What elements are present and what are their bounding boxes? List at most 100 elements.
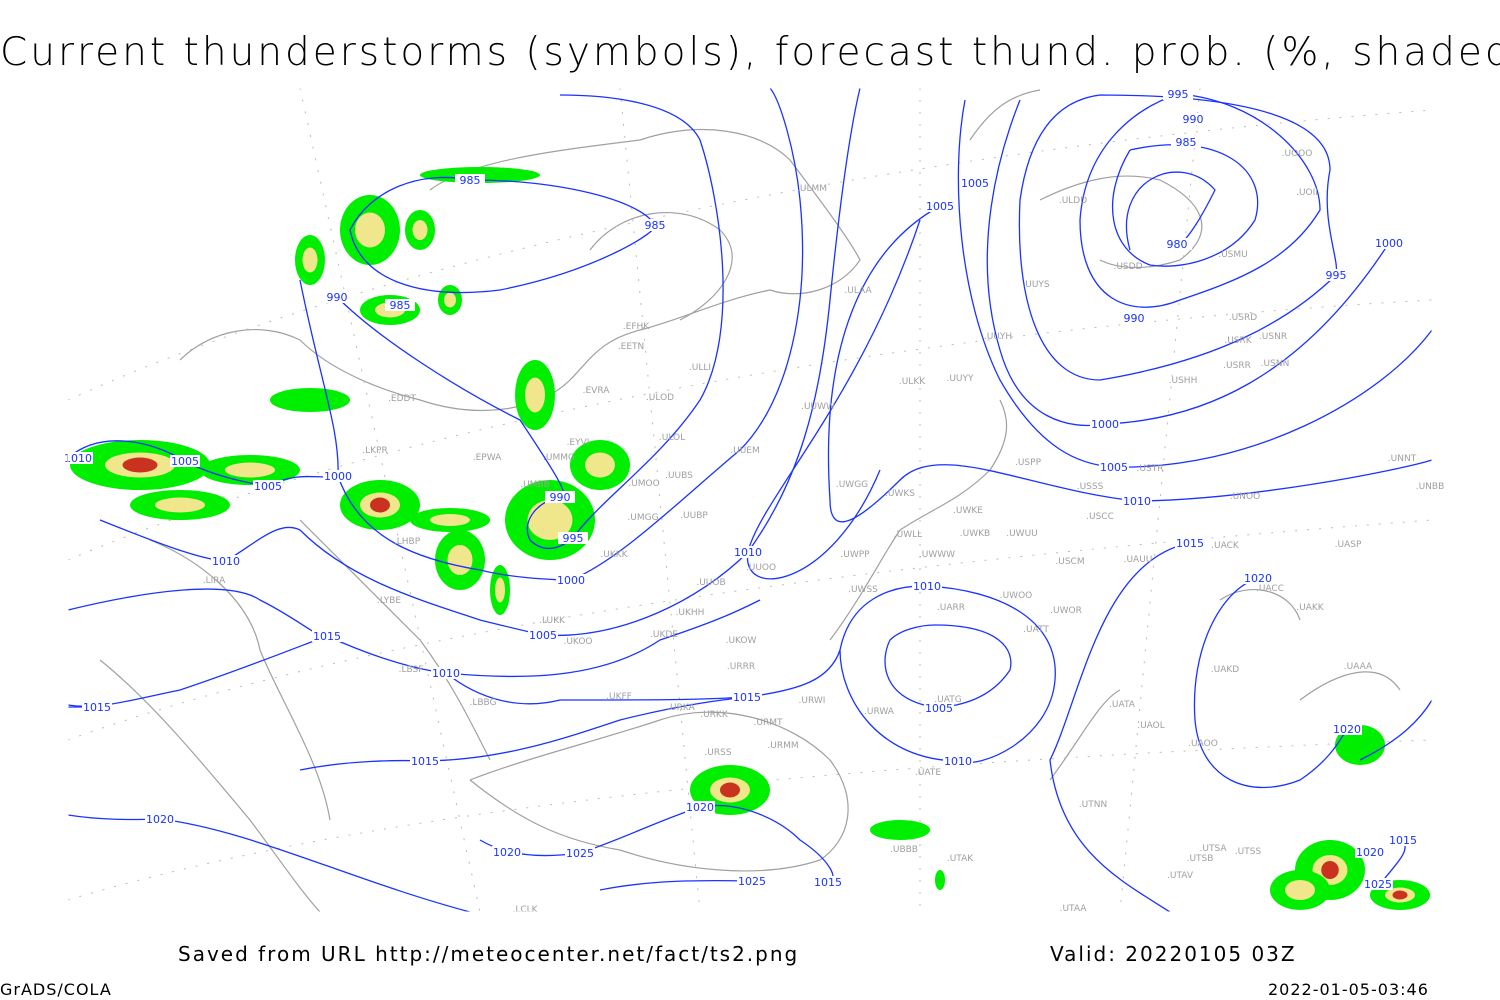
station-label: .UKKK bbox=[600, 550, 628, 560]
station-label: .UKOO bbox=[563, 637, 592, 647]
station-label: .UWSS bbox=[848, 585, 878, 595]
station-label: .LBSF bbox=[399, 665, 424, 675]
isobar-label: 985 bbox=[390, 299, 411, 312]
isobar-label: 1025 bbox=[566, 847, 594, 860]
station-label: .UWPP bbox=[840, 550, 870, 560]
station-label: .UMMG bbox=[543, 453, 575, 463]
station-label: .UUEM bbox=[730, 446, 760, 456]
isobar-label: 1005 bbox=[1100, 461, 1128, 474]
station-label: .UWKE bbox=[953, 506, 983, 516]
station-label: .UNBB bbox=[1416, 482, 1445, 492]
station-labels: .ULMM .ULAA .EFHK .EETN .ULLI .EVRA .ULOD .EDDT… bbox=[203, 149, 1445, 915]
station-label: .UKFF bbox=[606, 692, 632, 702]
generated-timestamp: 2022-01-05-03:46 bbox=[1268, 980, 1429, 999]
probability-area bbox=[1392, 890, 1408, 900]
station-label: .URRR bbox=[727, 662, 755, 672]
station-label: .UAAA bbox=[1344, 662, 1373, 672]
isobar-label: 1015 bbox=[814, 876, 842, 889]
station-label: .UWKS bbox=[885, 489, 915, 499]
station-label: .UUYH bbox=[984, 332, 1012, 342]
station-label: .USPP bbox=[1015, 458, 1042, 468]
station-label: .LBBG bbox=[469, 698, 496, 708]
station-label: .UARR bbox=[937, 603, 965, 613]
isobar-label: 1020 bbox=[1333, 723, 1361, 736]
probability-area bbox=[270, 388, 350, 412]
station-label: .UUBP bbox=[680, 511, 708, 521]
map-border bbox=[67, 87, 1433, 913]
station-label: .LYBE bbox=[377, 596, 401, 606]
station-label: .UATE bbox=[915, 768, 941, 778]
isobar-label: 995 bbox=[563, 532, 584, 545]
isobar-label: 1005 bbox=[961, 177, 989, 190]
station-label: .USCC bbox=[1086, 512, 1114, 522]
probability-area bbox=[447, 545, 473, 575]
station-label: .UACK bbox=[1211, 541, 1240, 551]
station-label: .UWLL bbox=[894, 530, 922, 540]
isobar-label: 980 bbox=[1167, 238, 1188, 251]
station-label: .UBBB bbox=[890, 845, 918, 855]
isobar-label: 990 bbox=[1124, 312, 1145, 325]
isobar-label: 1000 bbox=[1375, 237, 1403, 250]
isobar-label: 985 bbox=[460, 174, 481, 187]
station-label: .UTSB bbox=[1187, 854, 1214, 864]
station-label: .USRK bbox=[1224, 336, 1252, 346]
station-label: .UATG bbox=[934, 695, 961, 705]
station-label: .UMGG bbox=[627, 513, 658, 523]
station-label: .UTNN bbox=[1079, 800, 1107, 810]
station-label: .UUBS bbox=[665, 471, 693, 481]
station-label: .USRR bbox=[1223, 361, 1251, 371]
station-label: .UAOO bbox=[1188, 739, 1218, 749]
station-label: .USDD bbox=[1113, 262, 1142, 272]
station-label: .UUOB bbox=[696, 578, 725, 588]
isobar-label: 1020 bbox=[686, 801, 714, 814]
station-label: .USNR bbox=[1259, 332, 1287, 342]
station-label: .UUYY bbox=[946, 374, 974, 384]
station-label: .UTSS bbox=[1235, 847, 1262, 857]
probability-area bbox=[1285, 880, 1315, 900]
station-label: .UTAK bbox=[947, 854, 974, 864]
isobar-label: 985 bbox=[645, 219, 666, 232]
station-label: .LHBP bbox=[394, 537, 421, 547]
software-credit: GrADS/COLA bbox=[0, 980, 112, 999]
station-label: .UKHH bbox=[676, 608, 705, 618]
probability-area bbox=[370, 497, 390, 513]
map-title: Current thunderstorms (symbols), forecas… bbox=[0, 30, 1500, 75]
station-label: .UKDE bbox=[650, 630, 678, 640]
station-label: .USHH bbox=[1169, 376, 1198, 386]
station-label: .UASP bbox=[1335, 540, 1362, 550]
station-label: .UMOO bbox=[628, 479, 659, 489]
station-label: .EFHK bbox=[623, 322, 650, 332]
station-label: .UAUU bbox=[1124, 555, 1153, 565]
station-label: .LUKK bbox=[539, 616, 566, 626]
isobar-label: 1015 bbox=[1176, 537, 1204, 550]
isobar-label: 1015 bbox=[1389, 834, 1417, 847]
probability-area bbox=[870, 820, 930, 840]
isobar-label: 1010 bbox=[212, 555, 240, 568]
isobar-label: 1000 bbox=[1091, 418, 1119, 431]
station-label: .EYVI bbox=[567, 438, 590, 448]
station-label: .UWKB bbox=[960, 529, 990, 539]
isobar-label: 1015 bbox=[411, 755, 439, 768]
station-label: .URWI bbox=[799, 696, 826, 706]
isobar-label: 1010 bbox=[944, 755, 972, 768]
station-label: .USMU bbox=[1218, 250, 1248, 260]
probability-area bbox=[412, 220, 428, 240]
station-label: .ULAA bbox=[844, 286, 872, 296]
station-label: .UOOO bbox=[1282, 149, 1313, 159]
station-label: .UUWW bbox=[801, 402, 835, 412]
station-label: .UWOR bbox=[1050, 606, 1082, 616]
station-label: .UWGG bbox=[836, 480, 868, 490]
isobar-label: 1010 bbox=[913, 580, 941, 593]
station-label: .UNNT bbox=[1388, 454, 1417, 464]
isobar-label: 1000 bbox=[324, 470, 352, 483]
station-label: .UWUU bbox=[1006, 529, 1038, 539]
station-label: .LKPR bbox=[362, 446, 387, 456]
probability-area bbox=[585, 452, 615, 478]
station-label: .USRD bbox=[1229, 313, 1257, 323]
probability-area bbox=[495, 577, 505, 603]
valid-time-text: Valid: 20220105 03Z bbox=[1050, 942, 1297, 966]
isobar-label: 1020 bbox=[1356, 846, 1384, 859]
station-label: .UWWW bbox=[919, 550, 955, 560]
station-label: .UAKD bbox=[1211, 665, 1240, 675]
